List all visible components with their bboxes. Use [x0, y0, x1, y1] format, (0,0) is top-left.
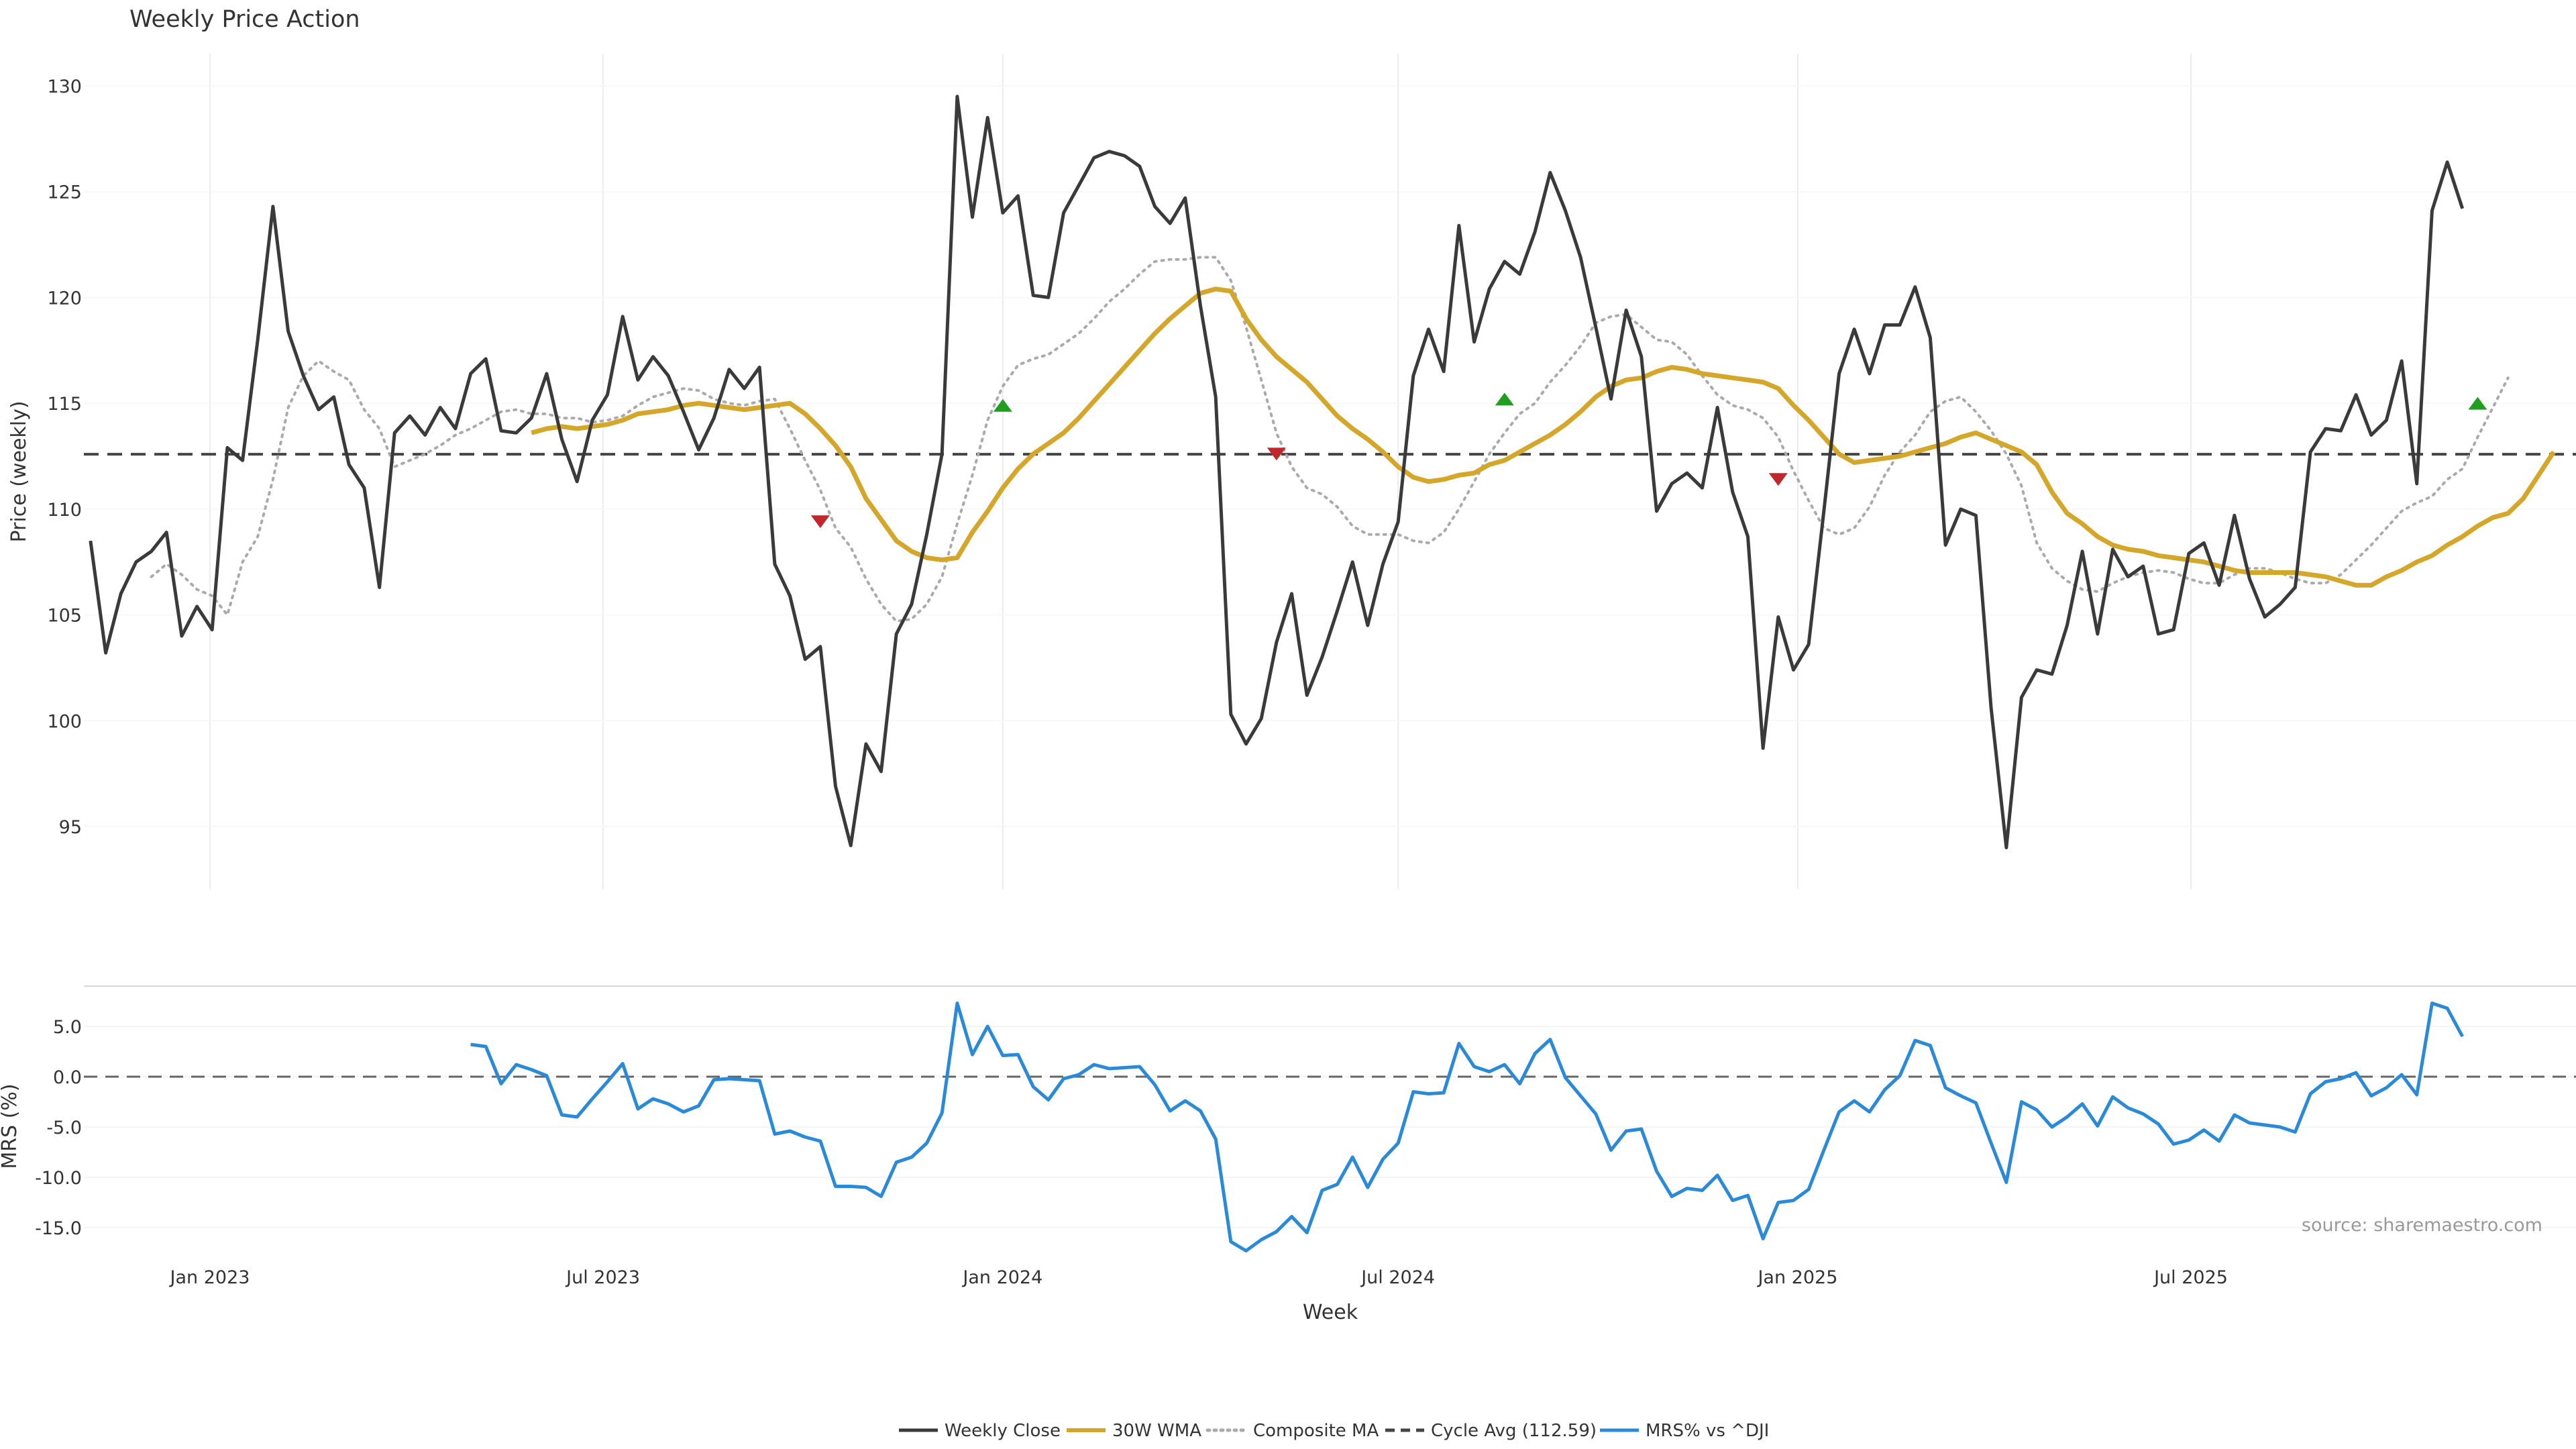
- x-tick-label: Jan 2024: [961, 1267, 1042, 1288]
- legend-label: Weekly Close: [945, 1421, 1061, 1441]
- price-series-lines: [84, 95, 2576, 849]
- price-y-tick-label: 100: [47, 711, 82, 732]
- mrs-y-tick-label: -10.0: [35, 1168, 82, 1189]
- x-tick-label: Jul 2025: [2153, 1267, 2228, 1288]
- mrs-y-tick-label: 5.0: [53, 1017, 82, 1038]
- price-y-tick-label: 130: [47, 76, 82, 97]
- legend-label: 30W WMA: [1112, 1421, 1201, 1441]
- weekly-close-line: [89, 95, 2465, 849]
- x-axis-label: Week: [1303, 1301, 1358, 1324]
- mrs-y-ticks: -15.0 -10.0 -5.0 0.0 5.0: [35, 1017, 82, 1239]
- price-y-tick-label: 115: [47, 394, 82, 415]
- price-y-tick-label: 120: [47, 288, 82, 309]
- price-y-ticks: 95 100 105 110 115 120 125 130: [47, 76, 82, 838]
- price-y-tick-label: 125: [47, 182, 82, 203]
- buy-signal-marker: [1495, 392, 1514, 406]
- price-y-axis-label: Price (weekly): [7, 400, 31, 542]
- mrs-grid: [84, 985, 2576, 1228]
- legend: Weekly Close 30W WMA Composite MA Cycle Avg…: [899, 1421, 1769, 1441]
- price-panel: 95 100 105 110 115 120 125 130 Price (weekly): [7, 54, 2576, 889]
- buy-signal-marker: [993, 398, 1012, 412]
- x-tick-label: Jul 2023: [565, 1267, 640, 1288]
- sell-signal-marker: [810, 515, 830, 529]
- sell-signal-marker: [1267, 447, 1286, 461]
- x-axis-ticks: Jan 2023 Jul 2023 Jan 2024 Jul 2024 Jan 2025…: [169, 1267, 2228, 1288]
- mrs-panel: -15.0 -10.0 -5.0 0.0 5.0 MRS (%) source: sha…: [0, 985, 2576, 1252]
- wma-30w-line: [531, 286, 2556, 588]
- price-y-tick-label: 110: [47, 500, 82, 521]
- signal-markers: [810, 392, 2487, 529]
- price-grid: [84, 54, 2576, 889]
- x-tick-label: Jan 2023: [169, 1267, 250, 1288]
- mrs-y-tick-label: -5.0: [46, 1118, 82, 1138]
- legend-label: Composite MA: [1253, 1421, 1379, 1441]
- mrs-line: [470, 1002, 2464, 1252]
- x-tick-label: Jul 2024: [1360, 1267, 1435, 1288]
- sell-signal-marker: [1768, 473, 1788, 486]
- legend-label: Cycle Avg (112.59): [1431, 1421, 1597, 1441]
- mrs-series-lines: [84, 1002, 2576, 1252]
- price-y-tick-label: 95: [59, 817, 82, 838]
- mrs-y-tick-label: -15.0: [35, 1218, 82, 1239]
- chart-title: Weekly Price Action: [129, 6, 360, 33]
- mrs-y-axis-label: MRS (%): [0, 1083, 21, 1169]
- mrs-y-tick-label: 0.0: [53, 1067, 82, 1088]
- composite-ma-line: [150, 256, 2510, 623]
- buy-signal-marker: [2468, 396, 2487, 410]
- x-tick-label: Jan 2025: [1756, 1267, 1837, 1288]
- legend-label: MRS% vs ^DJI: [1646, 1421, 1769, 1441]
- source-note: source: sharemaestro.com: [2302, 1215, 2542, 1236]
- price-y-tick-label: 105: [47, 606, 82, 627]
